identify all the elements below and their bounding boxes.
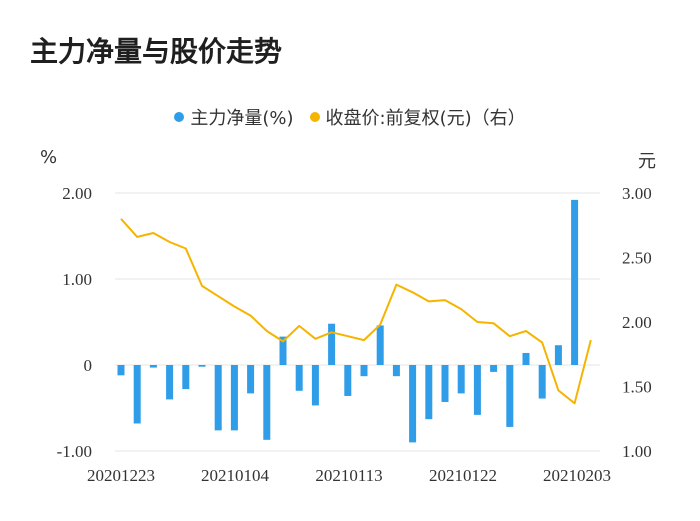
bar <box>392 365 400 377</box>
bar <box>538 365 546 399</box>
legend-label-flow: 主力净量(%) <box>190 108 294 129</box>
bar <box>344 365 352 396</box>
right-tick-label: 2.50 <box>622 249 652 268</box>
bar <box>554 345 562 365</box>
right-tick-label: 2.00 <box>622 313 652 332</box>
bar <box>166 365 174 400</box>
x-tick-label: 20210203 <box>543 466 611 485</box>
legend: 主力净量(%) 收盘价:前复权(元)（右） <box>0 104 700 130</box>
bar <box>409 365 417 443</box>
right-axis-unit: 元 <box>638 151 656 172</box>
bar <box>263 365 271 440</box>
line-series <box>120 218 592 405</box>
bar <box>376 325 384 365</box>
bar <box>295 365 303 391</box>
bar <box>506 365 514 427</box>
bar <box>473 365 481 415</box>
bar <box>247 365 255 394</box>
x-tick-label: 20201223 <box>87 466 155 485</box>
left-tick-label: 2.00 <box>62 184 92 203</box>
bar <box>425 365 433 420</box>
bar <box>441 365 449 402</box>
bar <box>149 365 157 368</box>
bar <box>133 365 141 424</box>
right-tick-label: 1.00 <box>622 442 652 461</box>
legend-item-flow[interactable]: 主力净量(%) <box>174 104 294 130</box>
bar <box>360 365 368 377</box>
legend-label-price: 收盘价:前复权(元)（右） <box>325 108 526 129</box>
bar <box>328 323 336 365</box>
bar <box>490 365 498 372</box>
bar <box>230 365 238 431</box>
bar <box>279 336 287 365</box>
bar <box>522 352 530 365</box>
legend-dot-flow-icon <box>174 112 185 122</box>
axis-ticks: -1.00 0 1.00 2.00 1.00 1.50 2.00 2.50 3.00 202012… <box>57 184 652 485</box>
bar <box>182 365 190 390</box>
x-tick-label: 20210113 <box>315 466 382 485</box>
left-tick-label: 0 <box>84 356 93 375</box>
chart-title: 主力净量与股价走势 <box>30 35 283 68</box>
right-tick-label: 1.50 <box>622 378 652 397</box>
right-tick-label: 3.00 <box>622 184 652 203</box>
x-tick-label: 20210122 <box>429 466 497 485</box>
legend-item-price[interactable]: 收盘价:前复权(元)（右） <box>309 104 526 130</box>
left-tick-label: 1.00 <box>62 270 92 289</box>
left-axis-unit: % <box>40 147 58 168</box>
bar <box>117 365 125 376</box>
bar <box>311 365 319 406</box>
legend-dot-price-icon <box>309 112 320 122</box>
bar <box>198 365 206 367</box>
price-line <box>120 218 592 405</box>
bar <box>457 365 465 394</box>
left-tick-label: -1.00 <box>57 442 92 461</box>
x-tick-label: 20210104 <box>201 466 270 485</box>
bar <box>214 365 222 431</box>
bar <box>571 199 579 365</box>
bar-series <box>117 199 579 443</box>
grid-lines <box>115 192 600 452</box>
